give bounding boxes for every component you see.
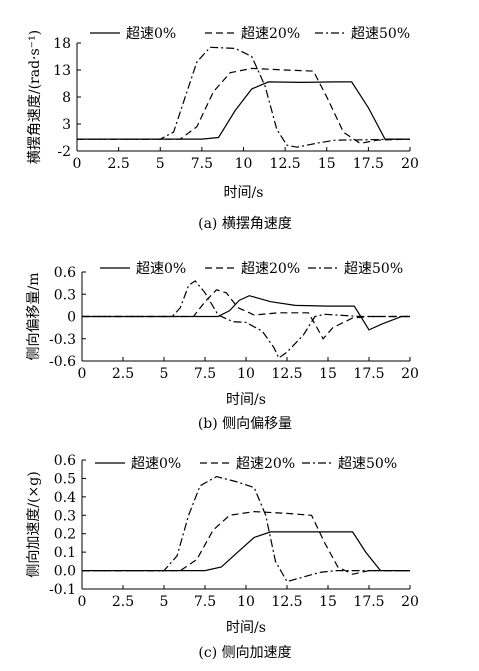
x-tick-label: 2.5: [107, 156, 129, 172]
x-tick-label: 7.5: [194, 366, 216, 382]
x-tick-label: 5: [160, 366, 169, 382]
x-tick-label: 10: [235, 156, 253, 172]
y-tick-label: -0.6: [49, 354, 76, 370]
y-tick-label: 0.2: [54, 527, 76, 543]
x-tick-label: 15: [318, 156, 336, 172]
y-tick-label: 0.4: [54, 490, 76, 506]
y-tick-label: 0.3: [54, 287, 76, 303]
y-axis-label: 横摆角速度/(rad·s⁻¹): [27, 30, 43, 164]
series-line: [82, 475, 410, 583]
x-axis-label: 时间/s: [226, 620, 266, 636]
chart-panel: 0 2.5 5 7.5 10 12.5 15 17.5 20 -2 3 8 13 18 超速0% 超速20% 超…: [27, 26, 419, 232]
legend-label: 超速20%: [241, 26, 300, 42]
legend-label: 超速50%: [344, 261, 403, 277]
x-tick-label: 2.5: [112, 366, 134, 382]
x-tick-label: 2.5: [112, 594, 134, 610]
y-tick-label: 0.5: [54, 471, 76, 487]
y-tick-label: 0.0: [54, 564, 76, 580]
y-tick-label: 3: [62, 117, 71, 133]
legend-label: 超速0%: [136, 261, 186, 277]
chart-panel: 0 2.5 5 7.5 10 12.5 15 17.5 20 -0.1 0.0 0.1 0.2 0.3 0.…: [26, 453, 419, 661]
y-tick-label: 13: [53, 63, 71, 79]
legend-label: 超速0%: [126, 26, 176, 42]
y-tick-label: 0.3: [54, 508, 76, 524]
x-tick-label: 0: [73, 156, 82, 172]
y-axis-label: 侧向加速度/(×g): [26, 471, 42, 577]
x-tick-label: 20: [401, 594, 419, 610]
x-tick-label: 17.5: [353, 366, 384, 382]
figure-caption: (b) 侧向偏移量: [198, 416, 292, 432]
x-tick-label: 0: [78, 366, 87, 382]
y-tick-label: 8: [62, 90, 71, 106]
series-line: [77, 67, 411, 145]
x-tick-label: 20: [401, 156, 419, 172]
y-tick-label: -2: [57, 144, 71, 160]
legend-label: 超速50%: [338, 456, 397, 472]
x-tick-label: 17.5: [353, 156, 384, 172]
series-line: [82, 289, 410, 340]
x-tick-label: 10: [237, 366, 255, 382]
y-tick-label: 0.6: [54, 265, 76, 281]
y-tick-label: 0.6: [54, 453, 76, 469]
y-tick-label: 0.1: [54, 545, 76, 561]
legend-label: 超速0%: [131, 456, 181, 472]
x-tick-label: 15: [319, 366, 337, 382]
x-tick-label: 10: [237, 594, 255, 610]
series-line: [82, 531, 410, 572]
x-tick-label: 12.5: [271, 366, 302, 382]
x-tick-label: 7.5: [194, 594, 216, 610]
x-tick-label: 7.5: [191, 156, 213, 172]
figure-caption: (c) 侧向加速度: [198, 645, 291, 661]
legend-label: 超速50%: [351, 26, 410, 42]
x-axis-label: 时间/s: [226, 392, 266, 408]
x-tick-label: 17.5: [353, 594, 384, 610]
series-line: [77, 46, 411, 148]
chart-panel: 0 2.5 5 7.5 10 12.5 15 17.5 20 -0.6 -0.3 0 0.3 0.6 超速0…: [26, 261, 419, 432]
x-tick-label: 15: [319, 594, 337, 610]
series-line: [82, 510, 410, 575]
x-tick-label: 12.5: [270, 156, 301, 172]
y-tick-label: -0.1: [49, 582, 76, 598]
x-tick-label: 20: [401, 366, 419, 382]
series-line: [82, 280, 410, 359]
legend-label: 超速20%: [241, 261, 300, 277]
y-tick-label: 0: [67, 310, 76, 326]
x-tick-label: 5: [156, 156, 165, 172]
x-tick-label: 12.5: [271, 594, 302, 610]
y-tick-label: 18: [53, 36, 71, 52]
x-axis-label: 时间/s: [224, 185, 264, 201]
figure-caption: (a) 横摆角速度: [198, 216, 292, 232]
series-line: [82, 295, 410, 331]
y-axis-label: 侧向偏移量/m: [26, 273, 42, 361]
x-tick-label: 0: [78, 594, 87, 610]
series-line: [77, 81, 410, 140]
x-tick-label: 5: [160, 594, 169, 610]
legend-label: 超速20%: [236, 456, 295, 472]
y-tick-label: -0.3: [49, 332, 76, 348]
